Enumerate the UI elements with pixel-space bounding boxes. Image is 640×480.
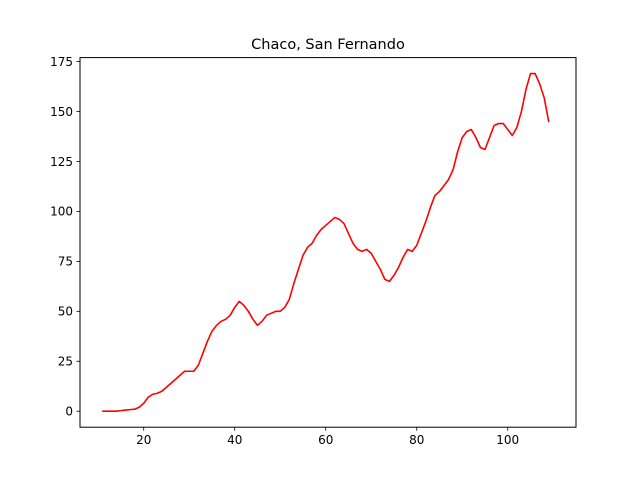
y-tick-label: 0 — [65, 405, 73, 419]
ticks-layer: 20 40 60 80 100 0 25 50 75 100 125 150 175 — [50, 55, 519, 447]
series-line — [101, 72, 550, 413]
plot-area-frame — [79, 57, 577, 428]
x-tick-label: 60 — [318, 433, 333, 447]
y-tick-label: 150 — [50, 105, 73, 119]
x-tick-label: 80 — [409, 433, 424, 447]
y-tick-label: 125 — [50, 155, 73, 169]
x-tick-label: 40 — [227, 433, 242, 447]
x-tick-label: 100 — [496, 433, 519, 447]
x-tick-label: 20 — [136, 433, 151, 447]
chart-title: Chaco, San Fernando — [251, 37, 405, 53]
y-tick-label: 175 — [50, 55, 73, 69]
series-layer — [101, 72, 550, 413]
y-tick-label: 25 — [58, 355, 73, 369]
y-tick-label: 50 — [58, 305, 73, 319]
y-tick-label: 100 — [50, 205, 73, 219]
y-tick-label: 75 — [58, 255, 73, 269]
